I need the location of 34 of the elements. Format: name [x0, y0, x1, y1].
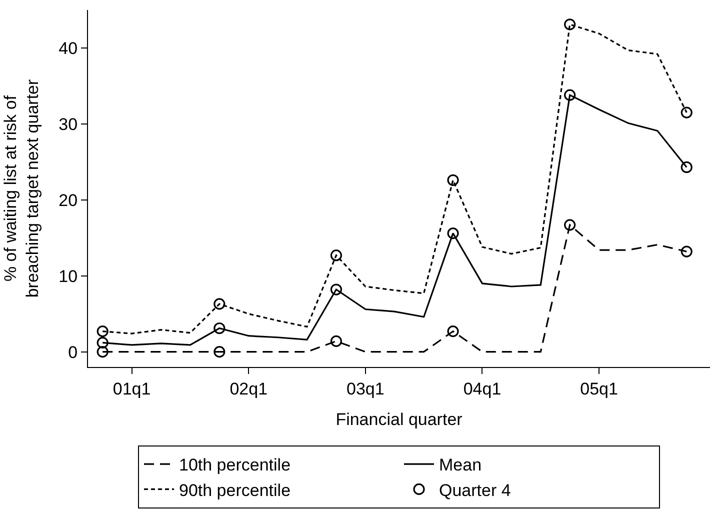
point — [447, 174, 459, 186]
point — [96, 346, 108, 358]
point — [330, 284, 342, 296]
y-tick-label: 30 — [58, 114, 78, 134]
point — [447, 326, 459, 338]
point — [447, 228, 459, 240]
x-tick-label: 04q1 — [463, 379, 502, 398]
y-tick-label: 10 — [58, 266, 78, 286]
x-axis-title: Financial quarter — [336, 410, 463, 429]
legend-label: 10th percentile — [179, 456, 291, 475]
point — [214, 298, 226, 310]
legend-label: Quarter 4 — [439, 480, 511, 500]
x-tick-label: 02q1 — [230, 379, 268, 398]
point — [680, 106, 692, 118]
legend-label: 90th percentile — [179, 480, 291, 500]
point — [564, 89, 576, 101]
y-axis-title: % of waiting list at risk of breaching target next quarter — [1, 79, 42, 298]
point — [680, 246, 692, 258]
x-tick-label: 01q1 — [112, 379, 151, 398]
x-tick-label: 05q1 — [580, 379, 618, 398]
y-tick-label: 40 — [58, 38, 78, 58]
point — [680, 161, 692, 174]
point — [564, 18, 576, 30]
point — [214, 322, 226, 334]
point — [564, 219, 576, 231]
point — [96, 326, 108, 338]
point — [330, 250, 342, 262]
legend-label: Mean — [439, 456, 482, 475]
y-tick-label: 0 — [68, 342, 78, 362]
x-tick-label: 03q1 — [346, 379, 384, 398]
point — [330, 335, 342, 347]
y-tick-label: 20 — [58, 190, 78, 210]
point — [96, 336, 108, 348]
point — [214, 346, 226, 358]
